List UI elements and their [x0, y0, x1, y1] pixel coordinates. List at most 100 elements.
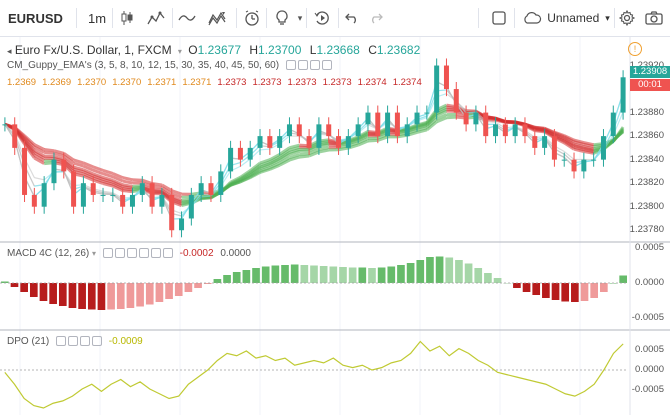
- price-axis-label: 1.23820: [629, 177, 664, 189]
- idea-dropdown-icon[interactable]: ▾: [297, 12, 303, 23]
- eye-icon[interactable]: [285, 60, 296, 71]
- ema-segment: [82, 161, 94, 169]
- price-axis-label: 1.23800: [629, 200, 664, 212]
- ema-segment: [278, 158, 291, 167]
- indicator-value: 1.2369: [7, 77, 37, 88]
- ema-segment: [289, 155, 300, 162]
- down-icon[interactable]: [162, 248, 173, 259]
- ema-segment: [102, 179, 114, 186]
- collapse-icon[interactable]: ◂: [7, 46, 12, 56]
- ema-segment: [289, 149, 300, 156]
- redo-icon[interactable]: [366, 0, 386, 36]
- camera-icon[interactable]: [642, 0, 666, 36]
- ema-segment: [23, 138, 36, 152]
- macd-bar: [261, 266, 270, 283]
- ema-segment: [259, 167, 271, 174]
- symbol-search-button[interactable]: EURUSD: [8, 10, 63, 26]
- ema-segment: [269, 163, 281, 171]
- ema-segment: [112, 184, 124, 192]
- candle-body: [493, 124, 499, 137]
- close-icon[interactable]: [80, 336, 91, 347]
- settings-icon[interactable]: [114, 248, 125, 259]
- candle-body: [169, 194, 175, 231]
- ema-segment: [563, 137, 575, 146]
- warning-icon[interactable]: !: [628, 42, 642, 56]
- ema-segment: [44, 154, 55, 159]
- settings-icon[interactable]: [297, 60, 308, 71]
- replay-icon[interactable]: [310, 0, 334, 36]
- dpo-series: [4, 340, 624, 409]
- legend-menu-icon[interactable]: ▾: [177, 47, 182, 56]
- idea-icon[interactable]: [270, 0, 294, 36]
- ema-segment: [425, 120, 438, 132]
- ema-segment: [377, 135, 389, 142]
- candle-body: [336, 136, 342, 148]
- price-axis-label: 1.23880: [629, 106, 664, 118]
- candle-body: [110, 194, 116, 196]
- candles-icon[interactable]: [116, 0, 138, 36]
- ema-segment: [583, 145, 594, 151]
- timeframe-button[interactable]: 1m: [87, 10, 107, 26]
- candle-body: [453, 89, 459, 113]
- indicator-value: 1.2371: [147, 77, 177, 88]
- ema-segment: [230, 180, 241, 187]
- ema-segment: [308, 150, 320, 158]
- candle-body: [483, 112, 489, 137]
- more-icon[interactable]: [321, 60, 332, 71]
- macd-bar: [29, 283, 38, 297]
- macd-bar: [281, 265, 289, 283]
- ema-segment: [43, 147, 55, 153]
- macd-bar: [319, 266, 328, 283]
- candle-body: [306, 136, 312, 148]
- more-icon[interactable]: [92, 336, 103, 347]
- macd-bar: [580, 283, 589, 301]
- fullscreen-icon[interactable]: [488, 0, 510, 36]
- macd-bar: [184, 283, 193, 292]
- ema-segment: [573, 140, 585, 146]
- eye-icon[interactable]: [56, 336, 67, 347]
- macd-bar: [329, 266, 338, 283]
- candle-body: [345, 136, 351, 148]
- settings-icon[interactable]: [616, 0, 638, 36]
- macd-bar: [435, 256, 444, 283]
- alert-icon[interactable]: [240, 0, 264, 36]
- grid-lines: [19, 37, 581, 415]
- candle-body: [31, 194, 37, 207]
- more-icon[interactable]: [138, 248, 149, 259]
- price-candles: [2, 58, 626, 238]
- close-icon[interactable]: [309, 60, 320, 71]
- eye-icon[interactable]: [102, 248, 113, 259]
- ema-segment: [544, 126, 555, 134]
- macd-bar: [619, 275, 627, 283]
- macd-bar: [474, 268, 483, 283]
- candle-body: [542, 136, 548, 148]
- macd-bar: [493, 278, 502, 283]
- candle-body: [277, 136, 283, 148]
- undo-icon[interactable]: [342, 0, 362, 36]
- layout-menu-button[interactable]: Unnamed ▾: [520, 0, 612, 36]
- ema-segment: [33, 151, 45, 160]
- indicator-value: 1.2369: [42, 77, 72, 88]
- ema-segment: [259, 160, 271, 167]
- ema-segment: [269, 159, 281, 167]
- macd-bar: [10, 283, 19, 287]
- chart-canvas[interactable]: [0, 37, 670, 415]
- up-icon[interactable]: [150, 248, 161, 259]
- macd-bar: [203, 283, 212, 284]
- macd-bar: [174, 283, 183, 296]
- macd-bar: [49, 283, 57, 304]
- compare-icon[interactable]: [176, 0, 198, 36]
- toolbar-divider: [514, 8, 515, 28]
- close-icon[interactable]: [126, 248, 137, 259]
- templates-icon[interactable]: ▾: [204, 0, 232, 36]
- indicators-icon[interactable]: [144, 0, 168, 36]
- ema-segment: [92, 168, 104, 176]
- ema-segment: [82, 168, 94, 176]
- legend-menu-icon[interactable]: ▾: [92, 249, 97, 258]
- candle-body: [179, 218, 185, 231]
- macd-bar: [426, 257, 434, 283]
- settings-icon[interactable]: [68, 336, 79, 347]
- macd-axis-label: 0.0000: [634, 277, 664, 288]
- ema-segment: [446, 115, 457, 120]
- candle-body: [473, 112, 479, 125]
